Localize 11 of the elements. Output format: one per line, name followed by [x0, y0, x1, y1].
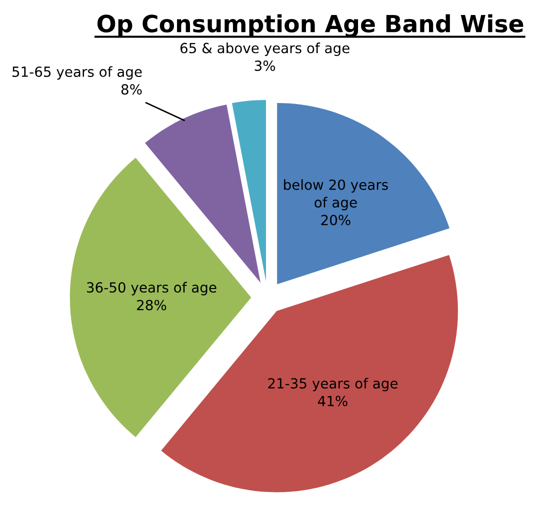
slice-label: below 20 years of age	[284, 179, 388, 210]
slice-label: 36-50 years of age	[86, 282, 216, 296]
data-label: 20%	[321, 214, 350, 226]
slice-label: 51-65 years of age	[12, 66, 142, 80]
chart-title: Op Consumption Age Band Wise	[97, 14, 524, 38]
data-label: 28%	[137, 300, 166, 310]
data-label: 41%	[318, 396, 348, 406]
slice-label: 65 & above years of age	[180, 42, 350, 56]
data-label: 8%	[121, 84, 142, 95]
data-label: 3%	[254, 60, 276, 71]
slice-label: 21-35 years of age	[268, 378, 398, 392]
